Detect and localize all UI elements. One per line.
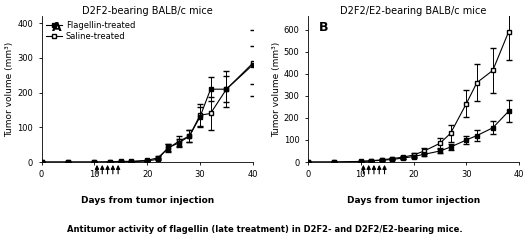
Y-axis label: Tumor volume (mm³): Tumor volume (mm³): [5, 42, 14, 137]
X-axis label: Days from tumor injection: Days from tumor injection: [347, 196, 480, 205]
Legend: Flagellin-treated, Saline-treated: Flagellin-treated, Saline-treated: [46, 21, 135, 41]
Title: D2F2/E2-bearing BALB/c mice: D2F2/E2-bearing BALB/c mice: [340, 6, 487, 15]
X-axis label: Days from tumor injection: Days from tumor injection: [81, 196, 214, 205]
Text: A: A: [52, 21, 61, 34]
Text: B: B: [319, 21, 328, 34]
Text: Antitumor activity of flagellin (late treatment) in D2F2- and D2F2/E2-bearing mi: Antitumor activity of flagellin (late tr…: [67, 225, 463, 234]
Y-axis label: Tumor volume (mm³): Tumor volume (mm³): [272, 42, 281, 137]
Title: D2F2-bearing BALB/c mice: D2F2-bearing BALB/c mice: [82, 6, 213, 15]
